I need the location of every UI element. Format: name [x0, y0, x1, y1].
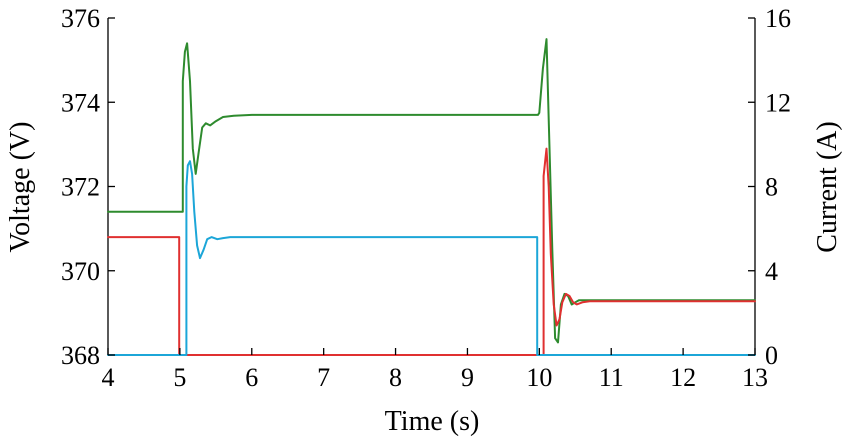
- y-left-tick-label: 368: [61, 341, 100, 370]
- y-left-tick-label: 370: [61, 257, 100, 286]
- y-right-tick-label: 12: [765, 88, 791, 117]
- current-series-line-red: [107, 147, 756, 356]
- x-tick-label: 9: [461, 363, 474, 392]
- x-axis-title: Time (s): [385, 406, 480, 437]
- axes-frame: [107, 18, 756, 356]
- tick-labels: 4 5 6 7 8 9 10 11 12 13 368 370 372 374 376 0 4 8 12 16: [61, 4, 791, 392]
- x-tick-label: 8: [389, 363, 402, 392]
- x-tick-label: 13: [742, 363, 768, 392]
- current-series-line-blue: [107, 160, 756, 356]
- x-tick-label: 6: [245, 363, 258, 392]
- y-right-tick-label: 16: [765, 4, 791, 33]
- y-right-tick-label: 4: [765, 257, 778, 286]
- x-tick-label: 10: [526, 363, 552, 392]
- y-left-tick-label: 372: [61, 173, 100, 202]
- y-left-tick-label: 376: [61, 4, 100, 33]
- y-left-axis-title: Voltage (V): [5, 122, 36, 253]
- plot-lines: [107, 38, 756, 356]
- voltage-series-line: [107, 38, 756, 344]
- x-tick-label: 12: [670, 363, 696, 392]
- y-right-axis-title: Current (A): [812, 121, 843, 252]
- x-tick-label: 4: [102, 363, 115, 392]
- x-tick-label: 11: [599, 363, 624, 392]
- y-right-tick-label: 0: [765, 341, 778, 370]
- y-right-tick-label: 8: [765, 173, 778, 202]
- y-left-tick-label: 374: [61, 88, 100, 117]
- x-tick-label: 7: [317, 363, 330, 392]
- x-tick-label: 5: [173, 363, 186, 392]
